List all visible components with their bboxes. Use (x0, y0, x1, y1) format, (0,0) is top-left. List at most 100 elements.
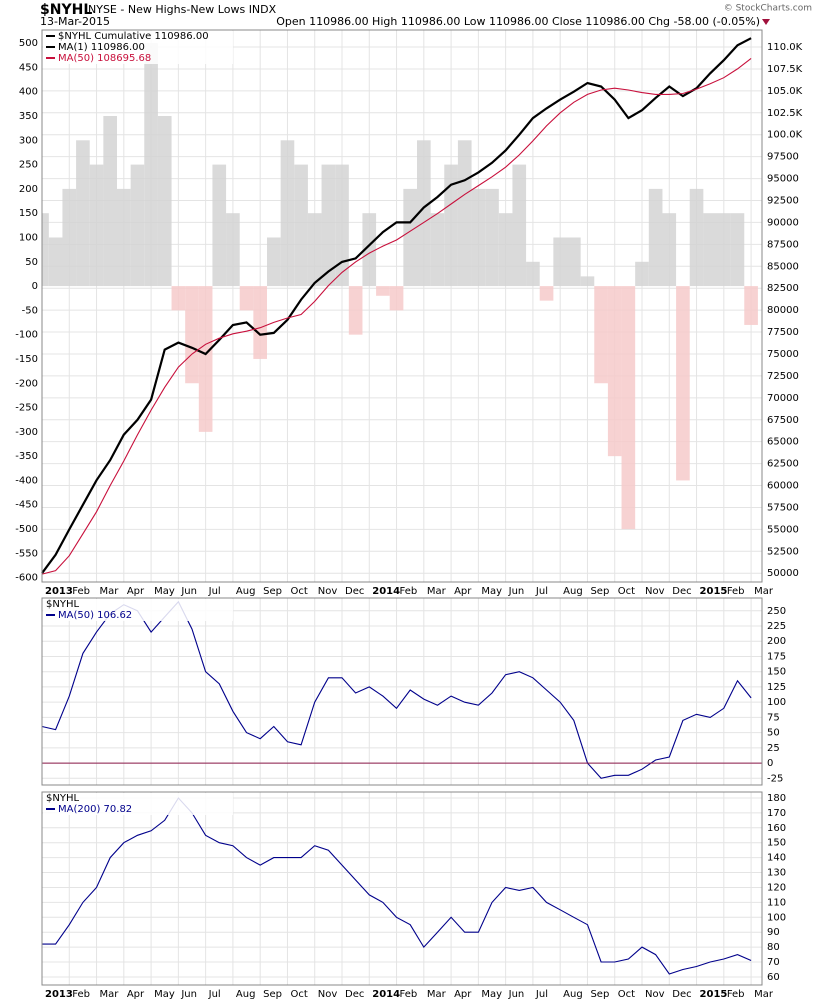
net-bar (117, 188, 131, 287)
x-tick-label: Jul (535, 586, 548, 597)
x-tick-label: May (154, 586, 175, 597)
net-bar (567, 237, 581, 287)
net-bar (621, 286, 636, 530)
y-tick-label: 0 (32, 281, 38, 292)
y-tick-label: -450 (15, 500, 38, 511)
net-bar (321, 164, 336, 287)
x-tick-label: Sep (263, 989, 282, 1000)
y-tick-label: 180 (767, 793, 786, 804)
net-bar (417, 140, 431, 287)
x-tick-label: Feb (727, 586, 745, 597)
x-tick-label: Nov (645, 989, 665, 1000)
net-bar (42, 213, 49, 287)
y2-tick-label: 75000 (767, 349, 799, 360)
y-tick-label: 100 (767, 697, 786, 708)
panel-frame (41, 29, 763, 583)
y2-tick-label: 62500 (767, 459, 799, 470)
y-tick-label: -25 (767, 773, 783, 784)
y-tick-label: 60 (767, 972, 780, 983)
x-tick-label: Dec (345, 586, 364, 597)
net-bar (62, 188, 77, 287)
y-tick-label: -350 (15, 451, 38, 462)
net-bar (526, 261, 540, 287)
series-line (41, 37, 752, 574)
y-tick-label: 160 (767, 823, 786, 834)
x-tick-label: 2015 (700, 989, 728, 1000)
net-bar (512, 164, 527, 287)
y2-tick-label: 107.5K (767, 64, 803, 75)
panel-frame (41, 791, 763, 986)
net-bar (471, 188, 486, 287)
y2-tick-label: 50000 (767, 568, 799, 579)
y2-tick-label: 102.5K (767, 108, 803, 119)
x-tick-label: Feb (400, 989, 418, 1000)
y-tick-label: 400 (19, 87, 38, 98)
x-tick-label: Jul (208, 989, 221, 1000)
y2-tick-label: 77500 (767, 327, 799, 338)
x-tick-label: Sep (590, 989, 609, 1000)
y-tick-label: 175 (767, 651, 786, 662)
panel-title: $NYHL (46, 599, 79, 610)
x-tick-label: Aug (563, 586, 583, 597)
y2-tick-label: 67500 (767, 415, 799, 426)
net-bar (635, 261, 649, 287)
y2-tick-label: 55000 (767, 524, 799, 535)
y-tick-label: 200 (767, 636, 786, 647)
x-tick-label: Jun (180, 586, 197, 597)
y2-tick-label: 100.0K (767, 130, 803, 141)
y-tick-label: 150 (767, 667, 786, 678)
net-bar (607, 286, 622, 457)
x-tick-label: 2015 (700, 586, 728, 597)
y-tick-label: 350 (19, 111, 38, 122)
net-bar (103, 116, 117, 287)
net-bar (457, 140, 472, 287)
net-bar (730, 213, 745, 287)
net-bar (662, 213, 677, 287)
net-bar (294, 164, 308, 287)
y-tick-label: 500 (19, 38, 38, 49)
net-bar (239, 286, 254, 311)
net-bar (212, 164, 227, 287)
x-tick-label: Feb (72, 989, 90, 1000)
x-tick-label: Jun (180, 989, 197, 1000)
y2-tick-label: 70000 (767, 393, 799, 404)
y-tick-label: -500 (15, 524, 38, 535)
y-tick-label: 125 (767, 682, 786, 693)
net-bar (157, 116, 172, 287)
y-tick-label: -200 (15, 378, 38, 389)
x-tick-label: Feb (72, 586, 90, 597)
net-bar (89, 164, 104, 287)
legend-label: MA(1) 110986.00 (58, 42, 145, 53)
net-bar (280, 140, 295, 287)
y-tick-label: 70 (767, 957, 780, 968)
source: © StockCharts.com (724, 4, 812, 14)
y2-tick-label: 57500 (767, 502, 799, 513)
y-tick-label: 100 (767, 912, 786, 923)
panel-title: $NYHL Cumulative 110986.00 (58, 31, 209, 42)
quote: Open 110986.00 High 110986.00 Low 110986… (276, 15, 760, 28)
series-line (42, 797, 752, 975)
y-tick-label: 50 (25, 257, 38, 268)
net-bar (594, 286, 608, 384)
net-bar (717, 213, 731, 287)
net-bar (348, 286, 363, 335)
net-bar (539, 286, 554, 301)
x-tick-label: Aug (236, 989, 256, 1000)
x-tick-label: Nov (318, 989, 338, 1000)
x-tick-label: 2013 (45, 989, 73, 1000)
y-tick-label: 250 (19, 160, 38, 171)
x-tick-label: Nov (318, 586, 338, 597)
x-tick-label: Mar (754, 586, 774, 597)
y2-tick-label: 85000 (767, 261, 799, 272)
x-tick-label: Mar (100, 586, 120, 597)
y-tick-label: -100 (15, 330, 38, 341)
y2-tick-label: 95000 (767, 174, 799, 185)
x-tick-label: Feb (727, 989, 745, 1000)
x-tick-label: Oct (618, 989, 635, 1000)
y-tick-label: 50 (767, 728, 780, 739)
x-tick-label: May (154, 989, 175, 1000)
y-tick-label: -250 (15, 403, 38, 414)
x-tick-label: Mar (427, 989, 447, 1000)
y-tick-label: 170 (767, 808, 786, 819)
net-bar (703, 213, 717, 287)
